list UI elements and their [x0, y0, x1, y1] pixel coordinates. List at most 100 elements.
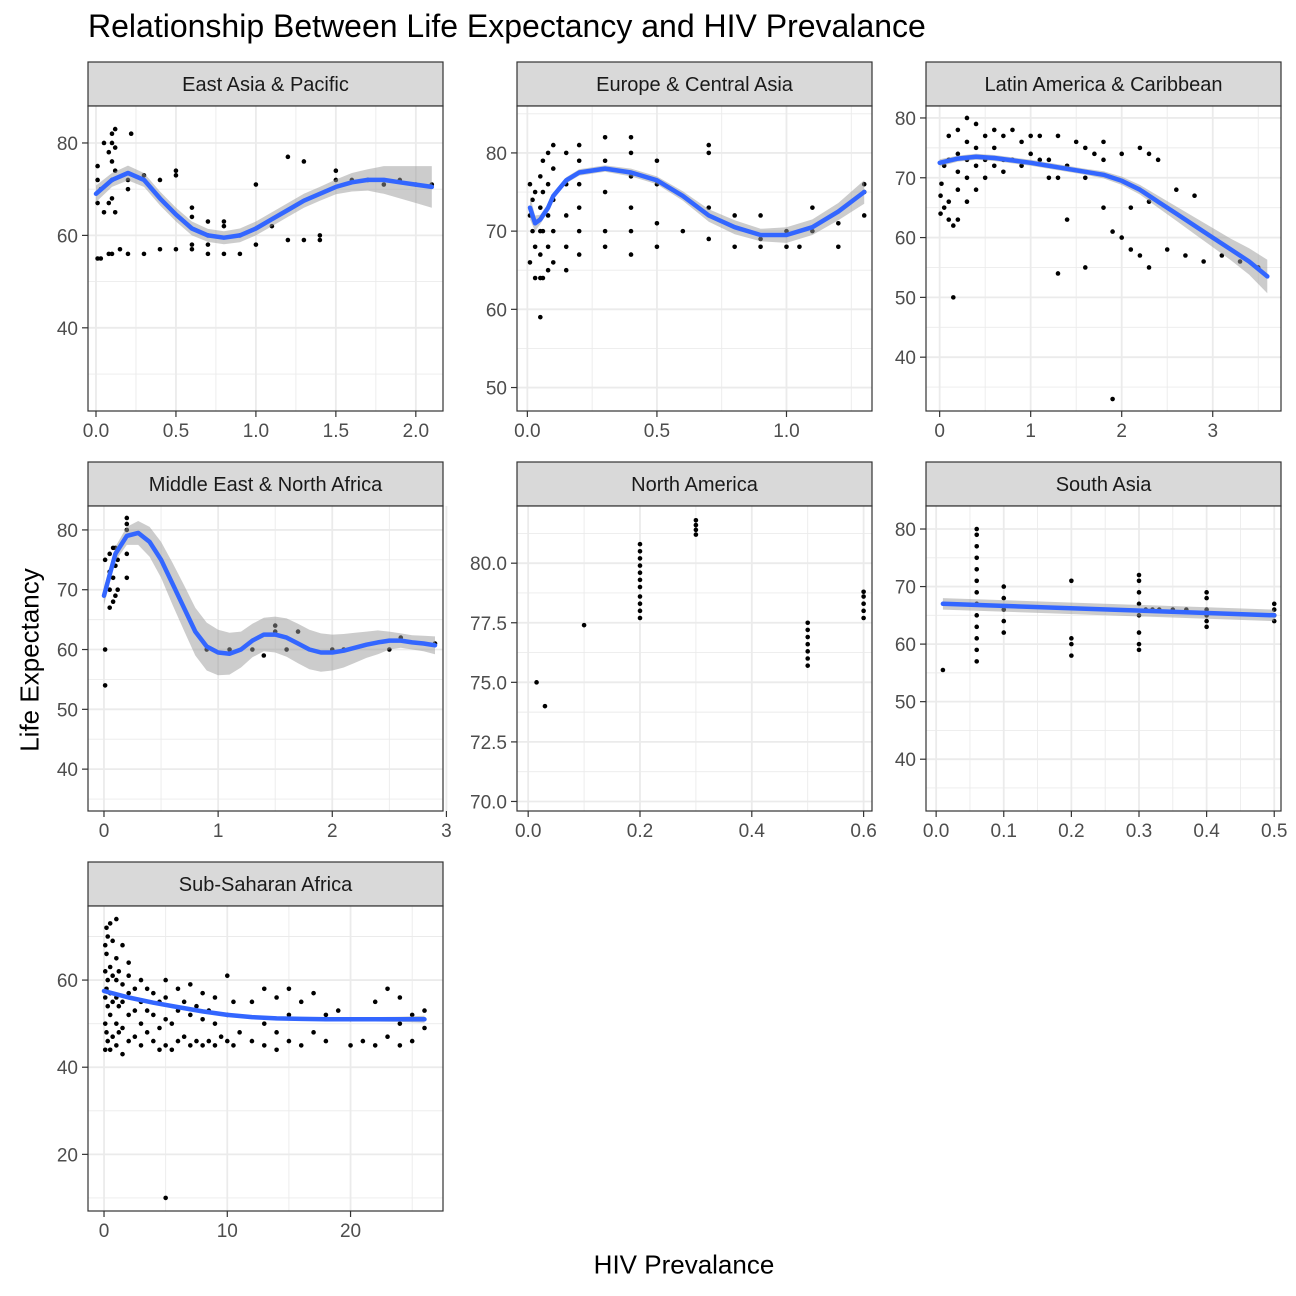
data-point — [221, 251, 227, 257]
panel-background — [88, 106, 443, 411]
data-point — [550, 166, 556, 171]
data-point — [120, 1051, 125, 1057]
y-tick-label: 80.0 — [470, 554, 507, 575]
data-point — [1101, 139, 1106, 145]
facet-strip-label: North America — [631, 474, 759, 496]
data-point — [107, 551, 112, 557]
data-point — [372, 999, 378, 1005]
data-point — [973, 145, 979, 151]
data-point — [163, 995, 168, 1000]
data-point — [221, 223, 227, 229]
data-point — [805, 627, 811, 633]
data-point — [188, 982, 193, 987]
y-tick-label: 60 — [486, 300, 507, 321]
data-point — [157, 177, 163, 183]
facet-panel: South Asia 0.0 0.1 0.2 0.3 0.4 0.5 40 50 60 70 80 — [895, 461, 1287, 842]
data-point — [861, 601, 866, 606]
data-point — [1110, 396, 1115, 402]
y-tick-label: 72.5 — [470, 733, 507, 754]
data-point — [602, 228, 608, 234]
data-point — [317, 233, 323, 238]
data-point — [1136, 590, 1142, 595]
x-tick-label: 0.3 — [1126, 821, 1152, 842]
x-tick-label: 0.2 — [627, 821, 653, 842]
data-point — [628, 134, 634, 140]
data-point — [175, 986, 181, 992]
y-tick-label: 50 — [895, 693, 916, 714]
data-point — [261, 1021, 267, 1026]
x-tick-label: 10 — [217, 1221, 238, 1242]
data-point — [397, 1021, 403, 1026]
data-point — [1146, 151, 1152, 157]
data-point — [530, 197, 535, 203]
facet-strip — [516, 461, 873, 507]
data-point — [693, 522, 699, 528]
data-point — [104, 1030, 109, 1035]
data-point — [188, 1012, 193, 1018]
data-point — [101, 209, 107, 215]
data-point — [95, 163, 100, 169]
data-point — [95, 256, 100, 261]
y-tick-label: 40 — [895, 348, 916, 369]
data-point — [175, 1038, 181, 1044]
data-point — [141, 251, 147, 257]
data-point — [409, 1012, 415, 1018]
data-point — [973, 187, 979, 193]
data-point — [1001, 618, 1007, 624]
data-point — [286, 986, 292, 992]
data-point — [106, 200, 112, 206]
data-point — [188, 1043, 193, 1048]
y-tick-label: 20 — [57, 1145, 78, 1166]
data-point — [1064, 217, 1070, 222]
data-point — [126, 1012, 131, 1018]
data-point — [124, 551, 130, 557]
confidence-ribbon — [104, 521, 435, 676]
smooth-line — [101, 988, 427, 1022]
smooth-line — [940, 601, 1277, 618]
data-point — [637, 577, 643, 583]
y-tick-label: 40 — [57, 319, 78, 340]
data-point — [836, 221, 841, 226]
data-point — [602, 158, 608, 164]
facet-strip-label: Sub-Saharan Africa — [179, 874, 353, 896]
data-point — [106, 149, 112, 155]
data-point — [861, 213, 867, 218]
data-point — [104, 925, 109, 931]
panel-border — [925, 105, 1282, 412]
facet-strip-label: South Asia — [1056, 474, 1153, 496]
data-point — [973, 121, 979, 127]
data-point — [397, 995, 403, 1000]
data-point — [1136, 578, 1142, 584]
data-point — [1119, 151, 1125, 157]
x-tick-label: 0.0 — [83, 421, 109, 442]
data-point — [991, 163, 997, 169]
facet-strip-label: Europe & Central Asia — [596, 74, 794, 96]
data-point — [163, 977, 168, 983]
data-point — [974, 613, 980, 618]
data-point — [151, 990, 156, 996]
data-point — [301, 159, 307, 164]
data-point — [550, 228, 556, 234]
data-point — [298, 999, 304, 1005]
data-point — [110, 938, 115, 944]
data-point — [105, 1003, 111, 1009]
data-point — [693, 527, 699, 533]
data-point — [112, 209, 118, 215]
data-point — [974, 526, 980, 532]
data-point — [105, 977, 111, 983]
data-point — [205, 242, 211, 247]
data-point — [169, 1021, 175, 1026]
facet-strip-label: East Asia & Pacific — [182, 74, 349, 96]
data-point — [126, 960, 131, 965]
data-point — [576, 158, 582, 164]
data-point — [964, 115, 970, 121]
data-point — [637, 584, 643, 590]
data-point — [545, 150, 551, 156]
data-point — [1092, 151, 1097, 157]
data-point — [1073, 139, 1079, 145]
data-point — [311, 1030, 316, 1035]
data-point — [540, 275, 546, 281]
data-point — [1136, 572, 1142, 578]
data-point — [545, 267, 551, 273]
data-point — [285, 237, 291, 243]
